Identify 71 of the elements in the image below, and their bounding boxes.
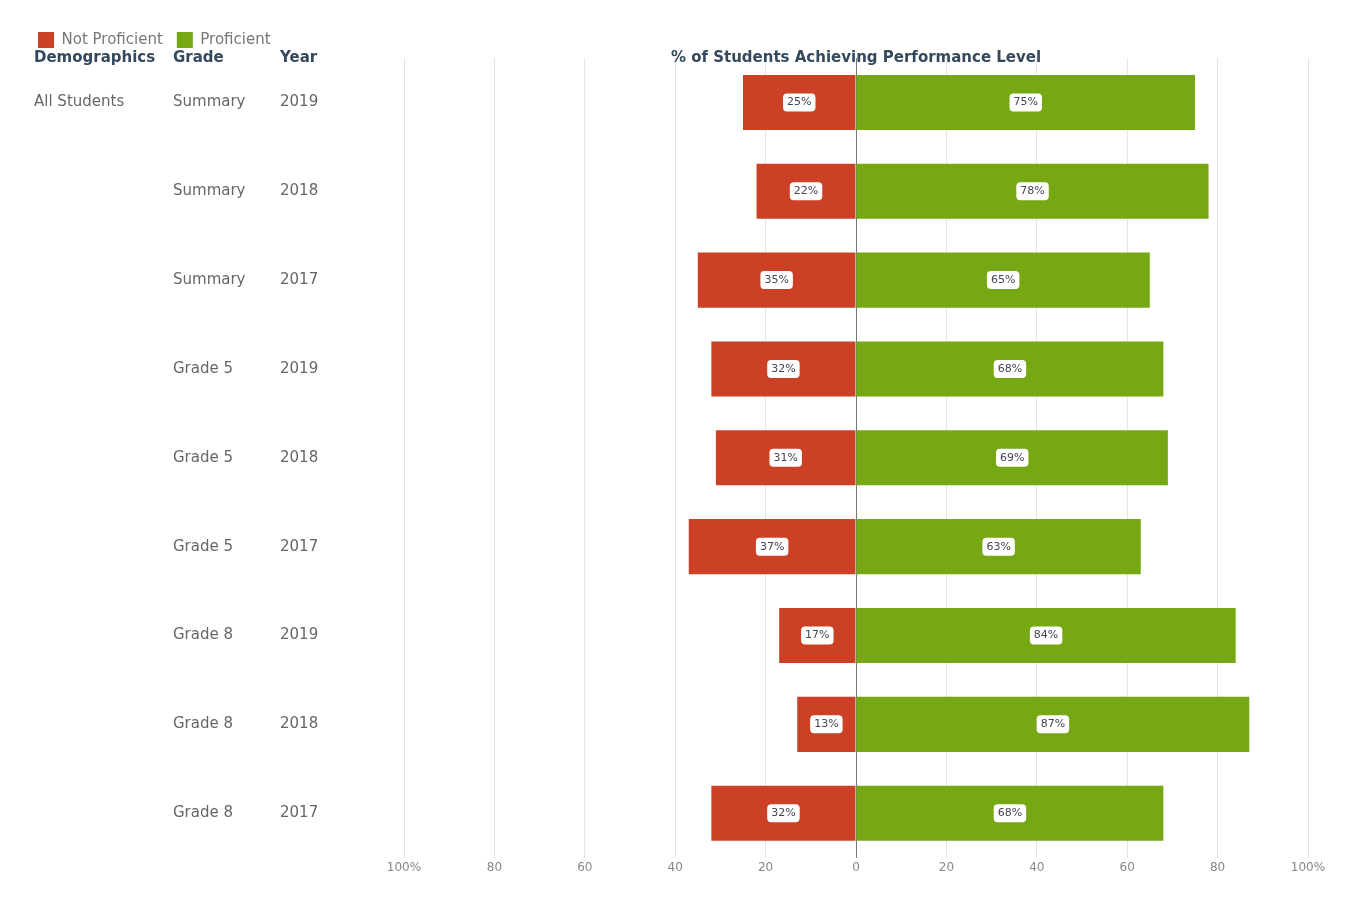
bar bbox=[697, 252, 856, 308]
data-label: 31% bbox=[773, 450, 798, 464]
data-label: 13% bbox=[814, 717, 839, 731]
y2-tick-label: 2019 bbox=[280, 358, 319, 377]
data-label: 68% bbox=[997, 361, 1023, 375]
bar bbox=[856, 785, 1164, 841]
y-tick-label: Grade 5 bbox=[173, 447, 234, 466]
x-tick-label: 80 bbox=[1209, 859, 1226, 874]
bar bbox=[856, 607, 1236, 664]
data-label: 37% bbox=[759, 539, 785, 553]
y-tick-label: Grade 8 bbox=[173, 625, 234, 644]
y2-tick-label: 2018 bbox=[280, 714, 319, 733]
bar bbox=[856, 252, 1150, 308]
data-label: 35% bbox=[764, 272, 789, 286]
data-label: 63% bbox=[986, 539, 1011, 553]
bar bbox=[779, 607, 856, 664]
data-label: 84% bbox=[1033, 628, 1059, 642]
legend-label: Proficient bbox=[200, 29, 271, 48]
bar bbox=[743, 74, 856, 130]
data-label: 32% bbox=[771, 806, 796, 820]
x-tick-label: 100% bbox=[1290, 859, 1326, 874]
x-tick-label: 20 bbox=[938, 859, 955, 874]
data-label: 65% bbox=[990, 272, 1016, 286]
bar bbox=[856, 696, 1250, 752]
bar bbox=[856, 341, 1164, 397]
data-label: 75% bbox=[1013, 95, 1038, 109]
x-tick-label: 40 bbox=[667, 859, 683, 874]
y2-tick-label: 2018 bbox=[280, 447, 319, 466]
y2-tick-label: 2019 bbox=[280, 92, 319, 111]
data-label: 17% bbox=[805, 628, 830, 642]
bar bbox=[711, 341, 856, 397]
y-tick-label: Grade 5 bbox=[173, 358, 234, 377]
chart-title: % of Students Achieving Performance Level bbox=[670, 47, 1042, 66]
x-tick-label: 60 bbox=[577, 859, 593, 874]
bar bbox=[715, 430, 856, 486]
x-tick-label: 80 bbox=[486, 859, 503, 874]
data-label: 87% bbox=[1040, 717, 1066, 731]
data-label: 68% bbox=[997, 806, 1023, 820]
bar bbox=[856, 74, 1195, 130]
bar bbox=[756, 163, 856, 219]
bar bbox=[688, 519, 856, 575]
bar bbox=[856, 519, 1141, 575]
x-tick-label: 20 bbox=[757, 859, 774, 874]
legend-label: Not Proficient bbox=[61, 29, 163, 48]
x-tick-label: 100% bbox=[386, 859, 422, 874]
text: Grade bbox=[173, 47, 224, 66]
text: Year bbox=[279, 47, 318, 66]
y2-tick-label: 2019 bbox=[280, 625, 319, 644]
x-tick-label: 40 bbox=[1029, 859, 1045, 874]
data-label: 78% bbox=[1020, 184, 1045, 198]
bar bbox=[856, 163, 1209, 219]
y-tick-label: Grade 5 bbox=[173, 536, 234, 555]
data-label: 32% bbox=[771, 361, 796, 375]
y-tick-label: Grade 8 bbox=[173, 803, 234, 822]
data-label: 25% bbox=[787, 95, 812, 109]
data-label: 22% bbox=[793, 184, 819, 198]
x-tick-label: 60 bbox=[1119, 859, 1135, 874]
data-label: 69% bbox=[999, 450, 1025, 464]
y-tick-label: Summary bbox=[173, 181, 246, 200]
y2-tick-label: 2017 bbox=[280, 803, 319, 822]
y2-tick-label: 2018 bbox=[280, 181, 319, 200]
text: Demographics bbox=[34, 47, 156, 66]
y2-tick-label: 2017 bbox=[280, 536, 319, 555]
y-tick-label: Summary bbox=[173, 92, 246, 111]
text: All Students bbox=[34, 92, 125, 111]
y2-tick-label: 2017 bbox=[280, 270, 319, 288]
y-tick-label: Summary bbox=[173, 270, 246, 288]
bar bbox=[856, 430, 1168, 486]
y-tick-label: Grade 8 bbox=[173, 714, 234, 733]
bar bbox=[711, 785, 856, 841]
x-tick-label: 0 bbox=[852, 859, 860, 874]
